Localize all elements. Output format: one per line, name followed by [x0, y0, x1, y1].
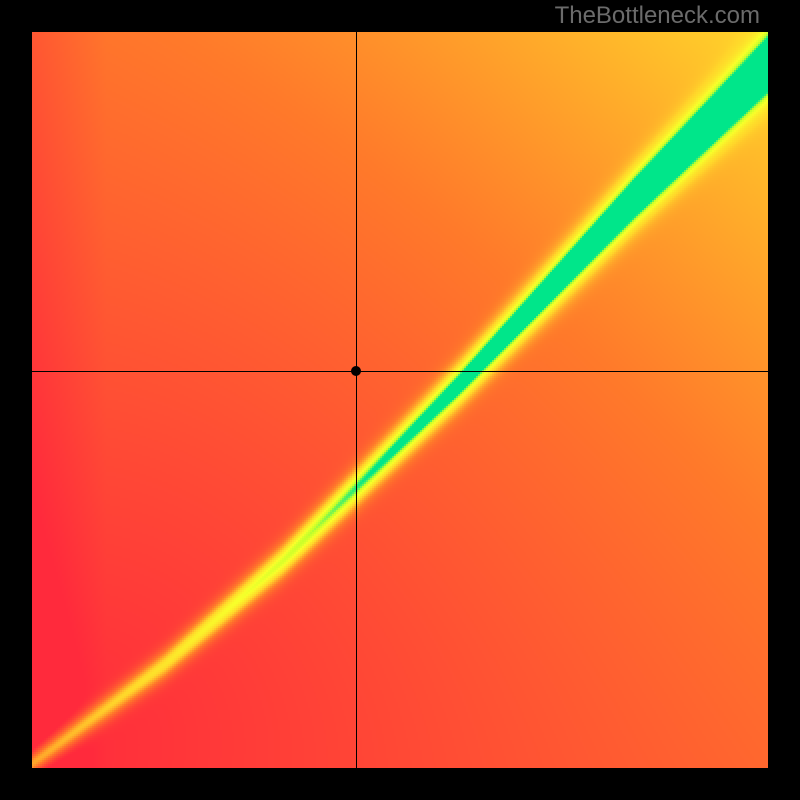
bottleneck-marker-dot [351, 366, 361, 376]
chart-container: TheBottleneck.com [0, 0, 800, 800]
watermark-text: TheBottleneck.com [555, 2, 760, 30]
crosshair-vertical [356, 32, 357, 768]
plot-area [32, 32, 768, 768]
heatmap-canvas [32, 32, 768, 768]
crosshair-horizontal [32, 371, 768, 372]
